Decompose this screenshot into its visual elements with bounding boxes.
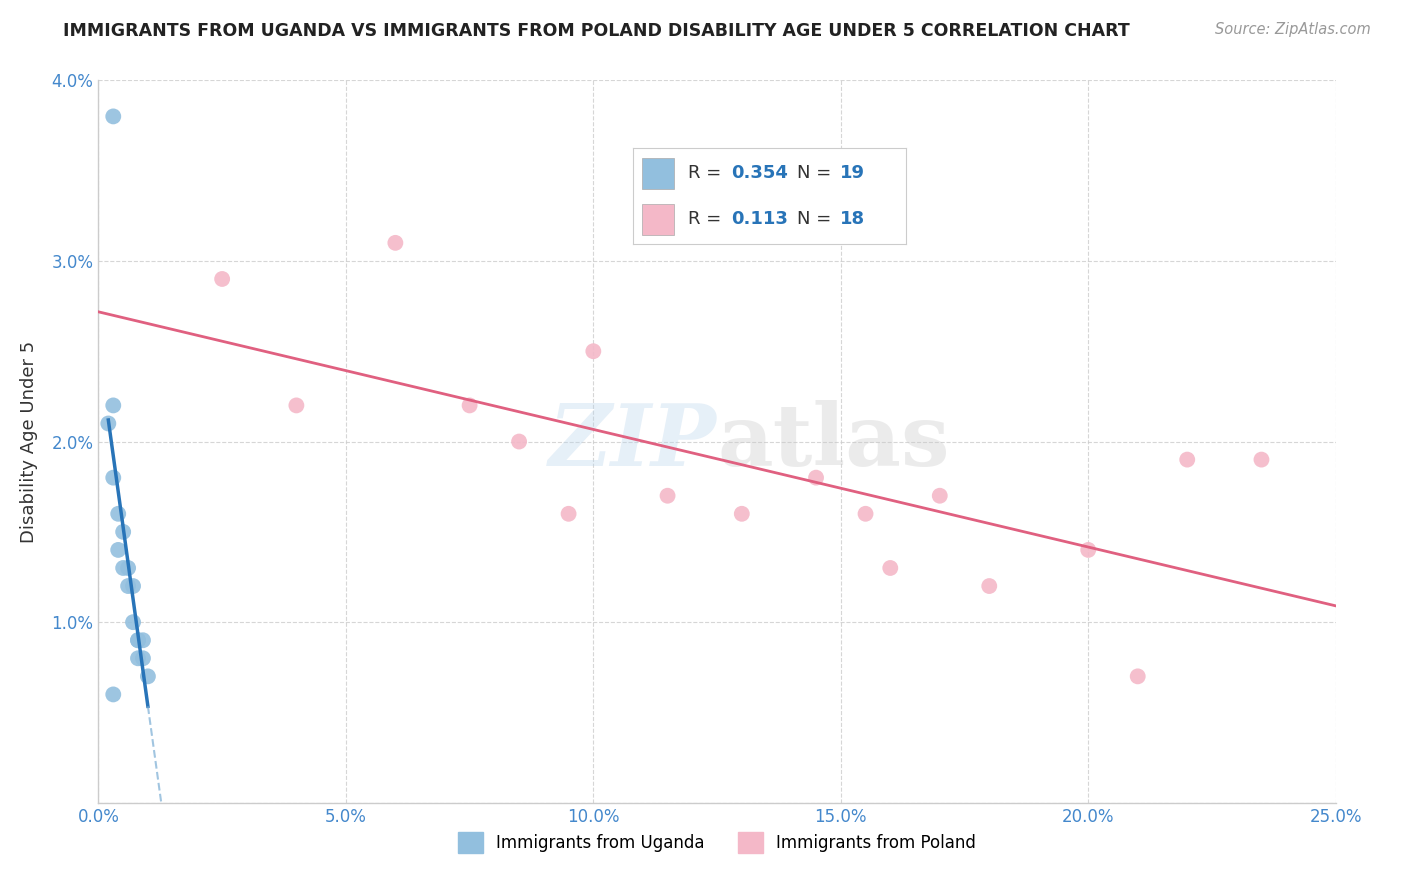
Point: [285, 398, 308, 412]
Text: N =: N =: [797, 211, 837, 228]
Bar: [641, 204, 675, 235]
Point: [103, 471, 125, 485]
Point: [384, 235, 406, 250]
Text: ZIP: ZIP: [550, 400, 717, 483]
Point: [122, 615, 145, 630]
Text: 19: 19: [841, 164, 866, 182]
Point: [979, 579, 1001, 593]
Point: [211, 272, 233, 286]
Text: Source: ZipAtlas.com: Source: ZipAtlas.com: [1215, 22, 1371, 37]
Point: [127, 633, 149, 648]
Text: 18: 18: [841, 211, 866, 228]
Point: [97, 417, 120, 431]
Point: [136, 669, 159, 683]
Point: [458, 398, 481, 412]
Point: [112, 524, 135, 539]
Point: [132, 651, 155, 665]
Point: [122, 579, 145, 593]
Point: [928, 489, 950, 503]
Legend: Immigrants from Uganda, Immigrants from Poland: Immigrants from Uganda, Immigrants from …: [451, 826, 983, 860]
Point: [1175, 452, 1198, 467]
Point: [804, 471, 827, 485]
Point: [855, 507, 877, 521]
Point: [508, 434, 530, 449]
Point: [103, 687, 125, 701]
Point: [1126, 669, 1149, 683]
Point: [127, 651, 149, 665]
Text: IMMIGRANTS FROM UGANDA VS IMMIGRANTS FROM POLAND DISABILITY AGE UNDER 5 CORRELAT: IMMIGRANTS FROM UGANDA VS IMMIGRANTS FRO…: [63, 22, 1130, 40]
Point: [112, 561, 135, 575]
Point: [103, 109, 125, 123]
Point: [117, 561, 139, 575]
Point: [1250, 452, 1272, 467]
Bar: [641, 158, 675, 188]
Point: [582, 344, 605, 359]
Point: [132, 633, 155, 648]
Text: 0.113: 0.113: [731, 211, 789, 228]
Point: [103, 398, 125, 412]
Point: [117, 579, 139, 593]
Text: R =: R =: [688, 164, 727, 182]
Text: 0.354: 0.354: [731, 164, 789, 182]
Point: [657, 489, 679, 503]
Point: [107, 507, 129, 521]
Text: R =: R =: [688, 211, 727, 228]
Y-axis label: Disability Age Under 5: Disability Age Under 5: [20, 341, 38, 542]
Point: [879, 561, 901, 575]
Point: [731, 507, 754, 521]
Point: [127, 633, 149, 648]
Point: [107, 542, 129, 557]
Text: atlas: atlas: [717, 400, 949, 483]
Text: N =: N =: [797, 164, 837, 182]
Point: [1077, 542, 1099, 557]
Point: [557, 507, 579, 521]
